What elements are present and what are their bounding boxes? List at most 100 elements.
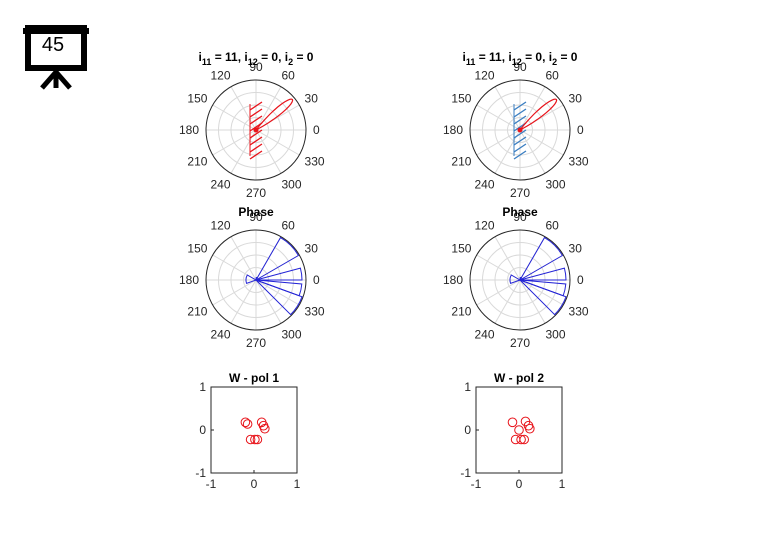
polar-2-theta-tick-180: 180 bbox=[443, 123, 463, 137]
polar-4-theta-tick-90: 90 bbox=[513, 210, 527, 224]
polar-3-theta-tick-210: 210 bbox=[187, 305, 207, 319]
phase-wedge-4 bbox=[255, 279, 303, 316]
weight-point-8 bbox=[514, 425, 524, 435]
polar-2-theta-tick-330: 330 bbox=[569, 155, 589, 169]
slide-number: 45 bbox=[41, 34, 65, 56]
polar-4-theta-tick-300: 300 bbox=[546, 328, 566, 342]
polar-3-theta-tick-150: 150 bbox=[187, 242, 207, 256]
polar-1-theta-tick-210: 210 bbox=[187, 155, 207, 169]
y-tick-label: 1 bbox=[199, 380, 206, 394]
element-hatch-line bbox=[513, 136, 527, 146]
polar-4-theta-tick-210: 210 bbox=[451, 305, 471, 319]
weight-point-7 bbox=[519, 434, 530, 445]
x-tick-label: -1 bbox=[471, 477, 482, 491]
element-hatch-line bbox=[249, 136, 263, 146]
phase-wedge-5 bbox=[245, 274, 258, 285]
polar-2-outer-circle bbox=[469, 79, 571, 181]
weight-point-1 bbox=[507, 417, 518, 428]
polar-1-theta-tick-0: 0 bbox=[313, 123, 320, 137]
polar-2-theta-tick-300: 300 bbox=[546, 178, 566, 192]
element-hatch-line bbox=[513, 108, 527, 118]
y-tick-label: 0 bbox=[464, 423, 471, 437]
polar-3-theta-tick-0: 0 bbox=[313, 273, 320, 287]
polar-4-theta-tick-270: 270 bbox=[510, 336, 530, 350]
polar-3-theta-tick-270: 270 bbox=[246, 336, 266, 350]
beam-lobe bbox=[519, 98, 558, 131]
plot-title: W - pol 1 bbox=[229, 371, 279, 385]
polar-3-theta-tick-30: 30 bbox=[305, 242, 319, 256]
polar-3-outer-circle bbox=[205, 229, 307, 331]
polar-4-theta-tick-330: 330 bbox=[569, 305, 589, 319]
polar-1-theta-tick-120: 120 bbox=[210, 68, 230, 82]
element-hatch-line bbox=[513, 143, 527, 153]
polar-4-theta-tick-180: 180 bbox=[443, 273, 463, 287]
polar-2-theta-tick-240: 240 bbox=[474, 178, 494, 192]
polar-1-theta-tick-90: 90 bbox=[249, 60, 263, 74]
polar-3-theta-tick-300: 300 bbox=[282, 328, 302, 342]
element-hatch-line bbox=[249, 143, 263, 153]
weight-point-4 bbox=[525, 423, 535, 434]
plot-title: i11 = 11, i12 = 0, i2 = 0 bbox=[199, 50, 314, 67]
polar-3-theta-tick-90: 90 bbox=[249, 210, 263, 224]
element-hatch-line bbox=[513, 101, 527, 111]
polar-4-theta-tick-120: 120 bbox=[474, 218, 494, 232]
polar-1-theta-tick-180: 180 bbox=[179, 123, 199, 137]
x-tick-label: 1 bbox=[294, 477, 301, 491]
polar-2-theta-tick-90: 90 bbox=[513, 60, 527, 74]
y-tick-label: -1 bbox=[195, 466, 206, 480]
x-tick-label: 0 bbox=[516, 477, 523, 491]
y-tick-label: -1 bbox=[460, 466, 471, 480]
plot-title: Phase bbox=[238, 205, 274, 219]
weight-point-8 bbox=[250, 434, 260, 445]
phase-wedge-2 bbox=[519, 267, 567, 281]
polar-2-theta-tick-210: 210 bbox=[451, 155, 471, 169]
polar-2-theta-tick-30: 30 bbox=[569, 92, 583, 106]
polar-1-theta-tick-330: 330 bbox=[305, 155, 325, 169]
phase-wedge-6 bbox=[519, 276, 522, 281]
phase-wedge-1 bbox=[254, 236, 300, 282]
polar-3-theta-tick-240: 240 bbox=[210, 328, 230, 342]
plot-title: Phase bbox=[502, 205, 538, 219]
phase-wedge-5 bbox=[509, 274, 522, 285]
element-hatch-line bbox=[249, 150, 263, 160]
polar-2-theta-tick-60: 60 bbox=[546, 68, 560, 82]
polar-1-theta-tick-60: 60 bbox=[282, 68, 296, 82]
polar-4-theta-tick-0: 0 bbox=[577, 273, 584, 287]
polar-2-theta-tick-120: 120 bbox=[474, 68, 494, 82]
phase-wedge-4 bbox=[519, 279, 567, 316]
beam-origin bbox=[517, 127, 523, 133]
phase-wedge-6 bbox=[255, 276, 258, 281]
x-tick-label: 0 bbox=[251, 477, 258, 491]
element-hatch-line bbox=[249, 101, 263, 111]
weight-point-5 bbox=[260, 423, 270, 434]
plot-title: W - pol 2 bbox=[494, 371, 544, 385]
polar-2-theta-tick-270: 270 bbox=[510, 186, 530, 200]
polar-1-theta-tick-300: 300 bbox=[282, 178, 302, 192]
element-hatch-line bbox=[513, 150, 527, 160]
x-tick-label: -1 bbox=[206, 477, 217, 491]
beam-origin bbox=[253, 127, 259, 133]
y-tick-label: 0 bbox=[199, 423, 206, 437]
y-tick-label: 1 bbox=[464, 380, 471, 394]
element-hatch-line bbox=[249, 115, 263, 125]
polar-4-theta-tick-240: 240 bbox=[474, 328, 494, 342]
weight-point-2 bbox=[242, 419, 253, 429]
x-tick-label: 1 bbox=[559, 477, 566, 491]
polar-3-theta-tick-180: 180 bbox=[179, 273, 199, 287]
polar-3-theta-tick-60: 60 bbox=[282, 218, 296, 232]
element-hatch-line bbox=[249, 129, 263, 139]
polar-1-theta-tick-240: 240 bbox=[210, 178, 230, 192]
polar-2-theta-tick-0: 0 bbox=[577, 123, 584, 137]
polar-2-theta-tick-150: 150 bbox=[451, 92, 471, 106]
element-hatch-line bbox=[513, 115, 527, 125]
polar-3-theta-tick-330: 330 bbox=[305, 305, 325, 319]
element-hatch-line bbox=[249, 108, 263, 118]
weight-point-1 bbox=[240, 417, 251, 428]
axes-box bbox=[210, 386, 298, 474]
polar-1-theta-tick-30: 30 bbox=[305, 92, 319, 106]
